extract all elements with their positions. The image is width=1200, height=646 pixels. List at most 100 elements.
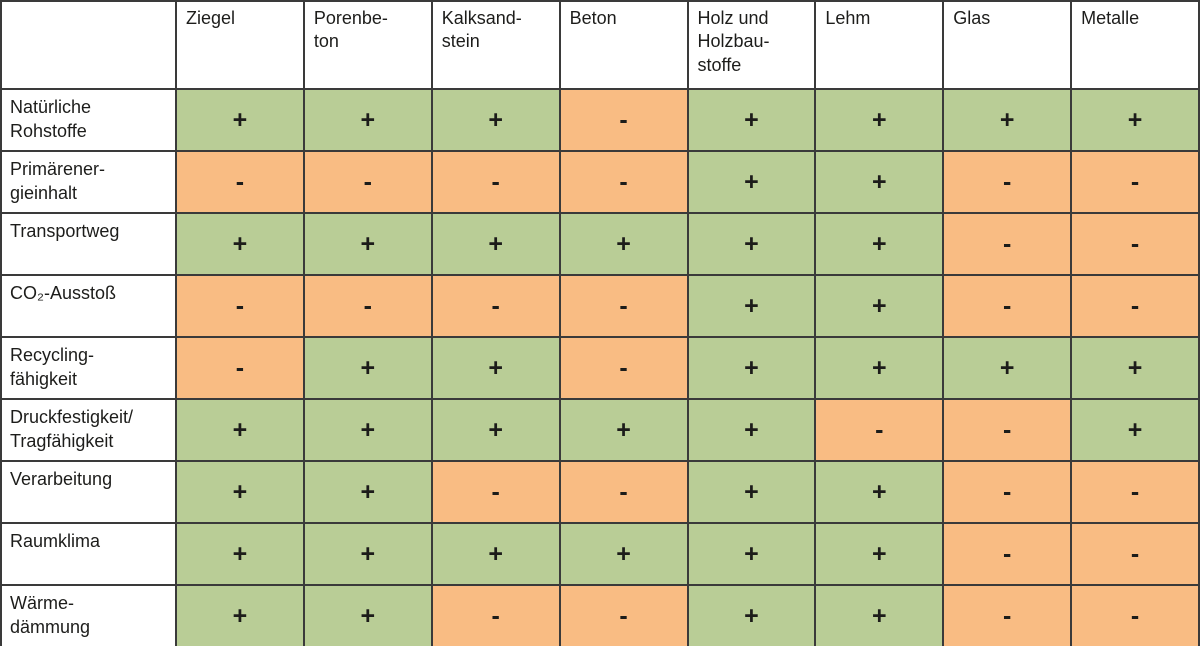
rating-cell-negative: - [1070, 274, 1200, 338]
row-header: CO₂-Ausstoß [0, 274, 177, 338]
rating-cell-negative: - [175, 336, 305, 400]
rating-cell-negative: - [814, 398, 945, 462]
rating-cell-negative: - [1070, 522, 1200, 586]
rating-cell-negative: - [1070, 150, 1200, 214]
rating-cell-positive: + [175, 212, 305, 276]
column-header: Glas [942, 0, 1073, 90]
rating-cell-negative: - [942, 584, 1073, 646]
rating-cell-positive: + [558, 398, 689, 462]
rating-cell-negative: - [558, 88, 689, 152]
rating-cell-negative: - [558, 584, 689, 646]
column-header: Porenbe- ton [302, 0, 433, 90]
rating-cell-negative: - [175, 274, 305, 338]
rating-cell-negative: - [1070, 460, 1200, 524]
rating-cell-negative: - [430, 584, 561, 646]
rating-cell-positive: + [1070, 398, 1200, 462]
rating-cell-positive: + [430, 398, 561, 462]
rating-cell-positive: + [686, 150, 817, 214]
rating-cell-positive: + [430, 336, 561, 400]
rating-cell-positive: + [942, 88, 1073, 152]
rating-cell-positive: + [302, 584, 433, 646]
rating-cell-negative: - [558, 150, 689, 214]
rating-cell-negative: - [942, 212, 1073, 276]
column-header: Metalle [1070, 0, 1200, 90]
rating-cell-negative: - [558, 336, 689, 400]
header-row: Ziegel Porenbe- ton Kalksand- stein Beton Ho… [0, 0, 1200, 90]
table-row: Natürliche Rohstoffe + + + - + + + + [0, 88, 1200, 152]
table-row: Druckfestigkeit/ Tragfähigkeit + + + + + - - + [0, 398, 1200, 462]
rating-cell-positive: + [302, 460, 433, 524]
rating-cell-positive: + [814, 522, 945, 586]
row-header: Primärener- gieinhalt [0, 150, 177, 214]
rating-cell-positive: + [430, 88, 561, 152]
column-header: Lehm [814, 0, 945, 90]
rating-cell-positive: + [686, 522, 817, 586]
rating-cell-negative: - [175, 150, 305, 214]
rating-cell-positive: + [430, 212, 561, 276]
row-header: Transportweg [0, 212, 177, 276]
rating-cell-positive: + [686, 584, 817, 646]
table-row: Recycling- fähigkeit - + + - + + + + [0, 336, 1200, 400]
rating-cell-positive: + [686, 460, 817, 524]
table-row: Verarbeitung + + - - + + - - [0, 460, 1200, 524]
rating-cell-negative: - [942, 522, 1073, 586]
rating-cell-positive: + [686, 398, 817, 462]
rating-cell-positive: + [686, 336, 817, 400]
rating-cell-positive: + [175, 522, 305, 586]
rating-cell-positive: + [1070, 88, 1200, 152]
column-header: Holz und Holzbau- stoffe [686, 0, 817, 90]
row-header: Verarbeitung [0, 460, 177, 524]
rating-cell-positive: + [814, 88, 945, 152]
rating-cell-negative: - [558, 460, 689, 524]
rating-cell-negative: - [942, 150, 1073, 214]
rating-cell-positive: + [302, 212, 433, 276]
column-header: Ziegel [175, 0, 305, 90]
rating-cell-positive: + [175, 584, 305, 646]
table-row: CO₂-Ausstoß - - - - + + - - [0, 274, 1200, 338]
rating-cell-positive: + [686, 88, 817, 152]
row-header: Raumklima [0, 522, 177, 586]
rating-cell-positive: + [942, 336, 1073, 400]
rating-cell-positive: + [814, 274, 945, 338]
column-header: Kalksand- stein [430, 0, 561, 90]
rating-cell-positive: + [814, 460, 945, 524]
rating-cell-negative: - [942, 274, 1073, 338]
rating-cell-negative: - [430, 274, 561, 338]
rating-cell-positive: + [302, 336, 433, 400]
rating-cell-positive: + [558, 522, 689, 586]
rating-cell-positive: + [175, 88, 305, 152]
rating-cell-positive: + [814, 584, 945, 646]
rating-cell-positive: + [302, 88, 433, 152]
table-row: Raumklima + + + + + + - - [0, 522, 1200, 586]
rating-cell-negative: - [558, 274, 689, 338]
rating-cell-positive: + [1070, 336, 1200, 400]
table-row: Transportweg + + + + + + - - [0, 212, 1200, 276]
row-header: Natürliche Rohstoffe [0, 88, 177, 152]
rating-cell-negative: - [302, 150, 433, 214]
rating-cell-negative: - [1070, 212, 1200, 276]
column-header: Beton [558, 0, 689, 90]
rating-cell-positive: + [302, 522, 433, 586]
rating-cell-negative: - [1070, 584, 1200, 646]
row-header: Druckfestigkeit/ Tragfähigkeit [0, 398, 177, 462]
rating-cell-negative: - [942, 460, 1073, 524]
rating-cell-positive: + [302, 398, 433, 462]
rating-cell-negative: - [302, 274, 433, 338]
rating-cell-positive: + [558, 212, 689, 276]
rating-cell-positive: + [814, 150, 945, 214]
rating-cell-negative: - [942, 398, 1073, 462]
rating-cell-positive: + [686, 274, 817, 338]
rating-cell-positive: + [814, 212, 945, 276]
rating-cell-positive: + [430, 522, 561, 586]
rating-cell-positive: + [814, 336, 945, 400]
rating-cell-positive: + [686, 212, 817, 276]
rating-cell-positive: + [175, 398, 305, 462]
table-row: Primärener- gieinhalt - - - - + + - - [0, 150, 1200, 214]
table-row: Wärme- dämmung + + - - + + - - [0, 584, 1200, 646]
rating-cell-positive: + [175, 460, 305, 524]
table-body: Natürliche Rohstoffe + + + - + + + + Primärener- … [0, 88, 1200, 646]
rating-cell-negative: - [430, 150, 561, 214]
rating-cell-negative: - [430, 460, 561, 524]
